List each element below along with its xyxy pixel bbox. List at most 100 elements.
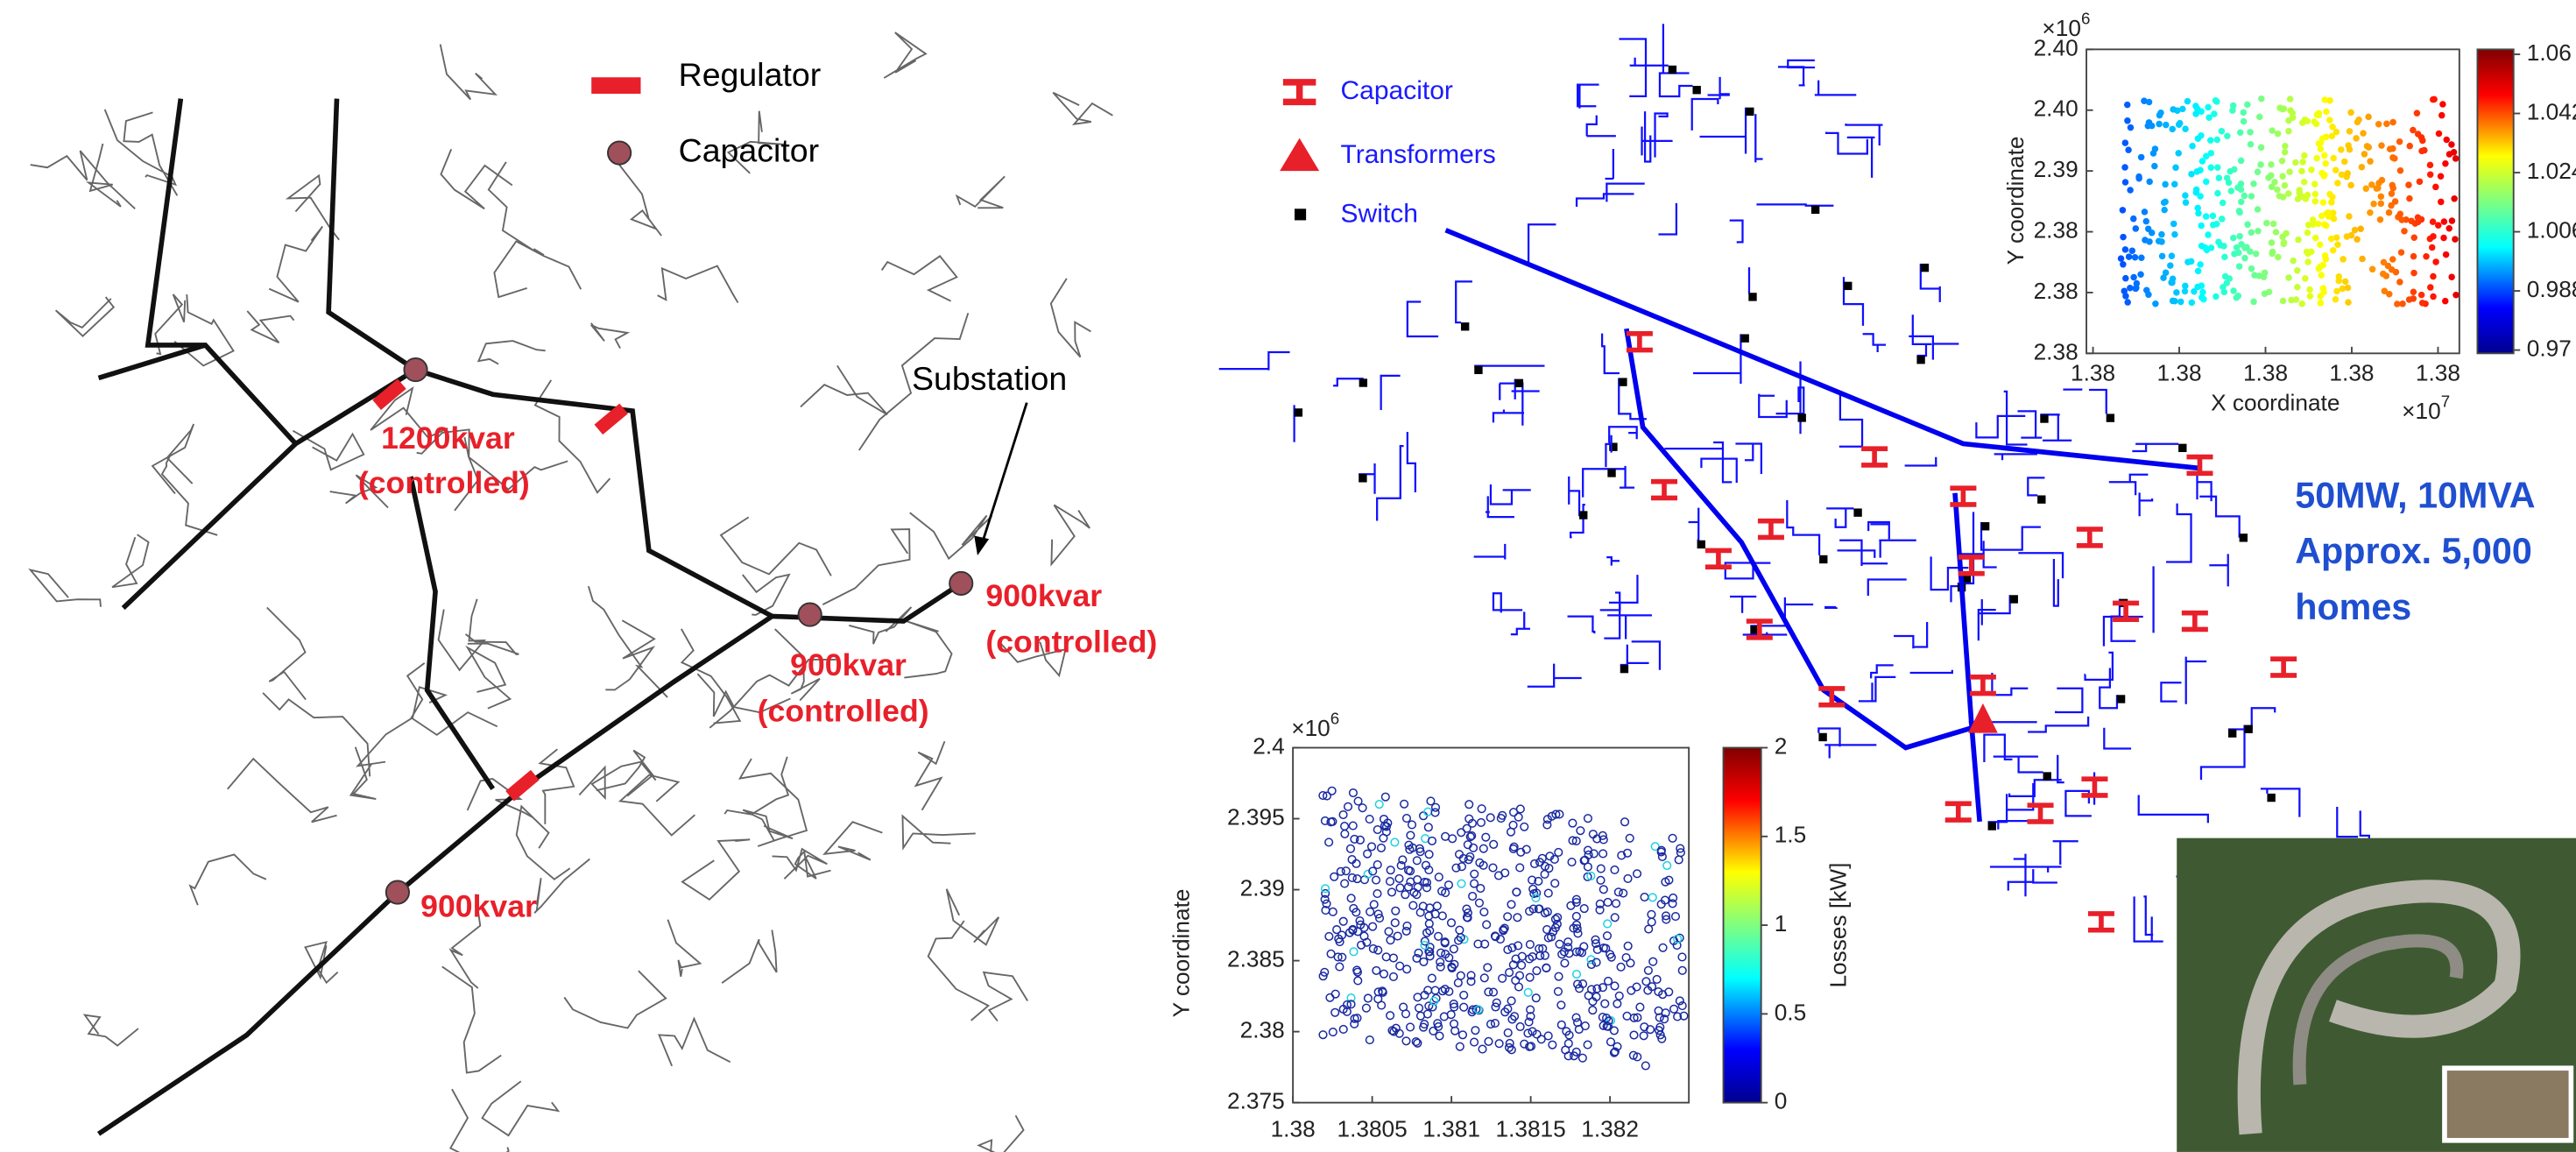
scatter-dot <box>2138 154 2145 161</box>
network-line <box>1735 444 1761 475</box>
scatter-dot <box>2341 159 2348 166</box>
colorbar <box>1724 748 1761 1103</box>
scatter-dot <box>2330 247 2337 254</box>
y-tick-label: 2.385 <box>1227 946 1285 972</box>
capacitor <box>1861 449 1888 465</box>
scatter-dot <box>2151 163 2158 170</box>
scatter-dot <box>2418 134 2425 141</box>
scatter-dot <box>2130 274 2137 281</box>
scatter-dot <box>2410 235 2417 242</box>
y-tick-label: 2.4 <box>1253 732 1285 759</box>
scatter-dot <box>2285 128 2292 135</box>
substation-label: Substation <box>912 360 1067 397</box>
scatter-dot <box>2143 287 2150 294</box>
network-line <box>1700 108 1747 154</box>
capacitor <box>1705 550 1732 567</box>
scatter-dot <box>2369 266 2376 273</box>
scatter-dot <box>2389 190 2396 197</box>
scatter-dot <box>2241 118 2248 125</box>
scatter-dot <box>2312 198 2319 205</box>
capacitor-rating: 900kvar <box>420 889 537 924</box>
scatter-dot <box>2374 185 2381 192</box>
scatter-dot <box>2319 135 2326 142</box>
scatter-dot <box>2241 110 2248 117</box>
scatter-dot <box>2158 231 2165 238</box>
scatter-dot <box>2189 300 2196 307</box>
c-tick-label: 0.97 <box>2527 336 2572 362</box>
scatter-dot <box>2203 153 2210 160</box>
transformer-icon <box>1280 138 1319 172</box>
scatter-dot <box>2397 211 2404 218</box>
scatter-dot <box>2290 115 2297 122</box>
scatter-dot <box>2328 236 2335 243</box>
network-line <box>1859 677 1895 702</box>
scatter-dot <box>2315 221 2322 228</box>
scatter-dot <box>2236 233 2243 240</box>
scatter-dot <box>2247 129 2254 136</box>
scatter-dot <box>2298 300 2305 307</box>
branch-line <box>31 151 135 208</box>
network-line <box>1333 378 1364 385</box>
scatter-dot <box>2169 252 2176 259</box>
scatter-dot <box>2322 96 2329 103</box>
c-tick-label: 1.5 <box>1775 822 1807 848</box>
network-line <box>1620 645 1649 665</box>
scatter-dot <box>2301 179 2308 186</box>
network-line <box>1619 39 1646 96</box>
branch-line <box>450 1089 508 1152</box>
scatter-dot <box>2280 298 2287 305</box>
scatter-dot <box>2145 225 2152 232</box>
scatter-dot <box>2449 217 2456 224</box>
scatter-dot <box>2280 241 2287 248</box>
network-line <box>1826 132 1867 154</box>
c-tick-label: 2 <box>1775 732 1788 759</box>
scatter-dot <box>2171 181 2178 188</box>
scatter-dot <box>2160 274 2167 281</box>
scatter-dot <box>2247 248 2254 255</box>
scatter-dot <box>2452 292 2460 299</box>
network-line <box>2140 492 2152 516</box>
branch-line <box>667 920 700 977</box>
network-line <box>1645 111 1650 161</box>
branch-line <box>902 816 975 848</box>
scatter-dot <box>2193 187 2200 194</box>
scatter-dot <box>2316 265 2323 272</box>
scatter-dot <box>2250 299 2257 306</box>
scatter-dot <box>2441 218 2448 225</box>
switch <box>1798 413 1806 421</box>
scatter-dot <box>2122 275 2129 282</box>
scatter-dot <box>2316 110 2323 117</box>
scatter-dot <box>2405 181 2412 188</box>
scatter-dot <box>2313 155 2320 162</box>
scatter-dot <box>2170 298 2177 305</box>
network-line <box>1660 74 1693 96</box>
scatter-dot <box>2276 193 2283 200</box>
network-line <box>1815 81 1856 95</box>
branch-line <box>882 256 957 300</box>
scatter-dot <box>2158 238 2165 245</box>
branch-line <box>724 757 788 815</box>
switch <box>2267 794 2275 802</box>
scatter-dot <box>2443 251 2450 258</box>
switch <box>1748 293 1756 300</box>
scatter-dot <box>2423 253 2430 260</box>
scatter-dot <box>2318 145 2325 152</box>
capacitor <box>2182 613 2208 630</box>
scatter-dot <box>2127 187 2134 194</box>
scatter-dot <box>2442 160 2449 167</box>
scatter-dot <box>2361 151 2368 158</box>
scatter-dot <box>2427 162 2434 169</box>
capacitor-mode: (controlled) <box>758 694 929 729</box>
scatter-dot <box>2216 174 2223 181</box>
network-line <box>1701 459 1736 484</box>
branch-line <box>984 972 1027 1021</box>
network-line <box>1981 522 2041 550</box>
network-line <box>1500 384 1522 426</box>
network-line <box>1787 500 1819 555</box>
capacitor <box>2077 529 2103 546</box>
network-line <box>1826 508 1853 527</box>
network-line <box>1800 362 1801 435</box>
scatter-dot <box>2346 213 2353 220</box>
scatter-dot <box>2357 226 2364 233</box>
scatter-dot <box>2219 216 2226 223</box>
